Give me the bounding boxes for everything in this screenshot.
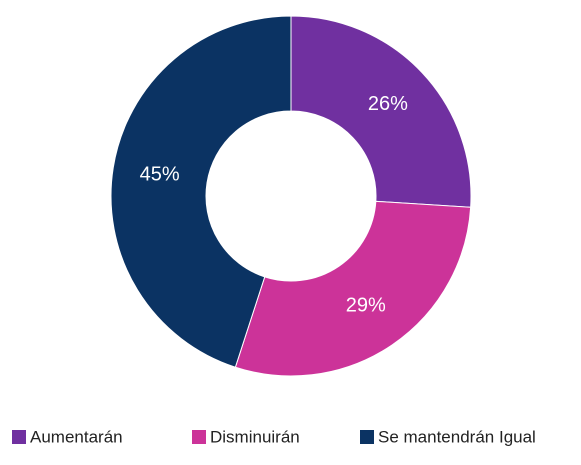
- donut-segment: [110, 15, 292, 368]
- legend-label: Se mantendrán Igual: [378, 427, 536, 446]
- legend-label: Aumentarán: [30, 427, 123, 446]
- legend-swatch: [360, 430, 374, 444]
- donut-segment: [290, 15, 472, 208]
- data-label: 45%: [140, 163, 180, 185]
- legend-swatch: [192, 430, 206, 444]
- legend-swatch: [12, 430, 26, 444]
- data-label: 26%: [368, 93, 408, 115]
- data-label: 29%: [346, 294, 386, 316]
- legend-label: Disminuirán: [210, 427, 300, 446]
- donut-segment: [234, 200, 472, 377]
